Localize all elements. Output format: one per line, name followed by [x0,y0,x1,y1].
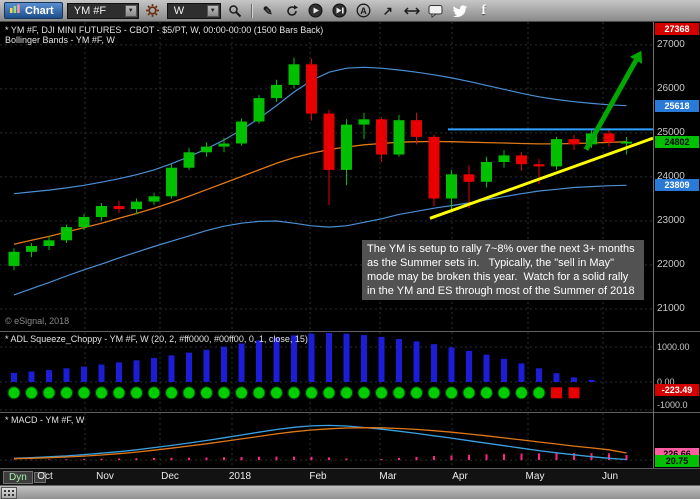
y-axis-tick: 23000 [657,215,685,226]
indicator-value-flag: -223.49 [655,383,699,396]
price-flag: 23809 [655,179,699,192]
month-label: Oct [37,471,53,482]
price-flag: 25618 [655,99,699,112]
double-arrow-button[interactable] [402,2,422,20]
draw-pencil-button[interactable]: ✎ [262,3,273,18]
trendline-arrow-button[interactable]: ↗ [382,3,393,18]
chat-bubble-button[interactable] [426,2,446,20]
y-axis-tick: -1000.0 [657,400,688,410]
month-label: Mar [379,471,397,482]
y-axis-tick: 0.00 [657,377,675,387]
symbol-combo[interactable]: YM #F ▼ [66,2,139,19]
adl-panel-title: * ADL Squeeze_Choppy - YM #F, W (20, 2, … [5,334,308,344]
step-forward-button[interactable] [330,2,350,20]
indicator-value-flag: 226.66 [655,448,699,460]
settings-gear-button[interactable] [143,2,163,20]
chart-text-annotation: The YM is setup to rally 7~8% over the n… [362,240,644,301]
bollinger-title: Bollinger Bands - YM #F, W [5,35,115,45]
dyn-button[interactable]: Dyn [3,471,33,484]
chart-menu-label: Chart [25,4,54,17]
chevron-down-icon[interactable]: ▼ [206,4,219,17]
month-label: May [525,471,545,482]
chart-menu-button[interactable]: Chart [4,2,63,19]
play-button[interactable] [306,2,326,20]
macd-indicator-canvas[interactable] [0,413,653,468]
price-flag: 27368 [655,22,699,35]
month-label: Jun [601,471,619,482]
y-axis-tick: 27000 [657,38,685,50]
timeframe-value: W [173,4,185,17]
panel-divider[interactable] [0,331,700,332]
toolbar-separator [250,3,252,18]
y-axis-tick: 24000 [657,170,685,182]
month-label: Dec [161,471,179,482]
price-flag: 24802 [655,135,699,148]
macd-panel-title: * MACD - YM #F, W [5,415,85,425]
panel-divider[interactable] [0,412,700,413]
axis-mode-box[interactable] [34,472,46,483]
grip-dots-icon [4,490,6,492]
annotate-letter-a-button[interactable]: A [354,2,374,20]
y-axis-tick: 26000 [657,82,685,94]
zoom-button[interactable] [225,2,245,20]
y-axis-tick: 1000.00 [657,342,690,352]
chevron-down-icon[interactable]: ▼ [124,4,137,17]
refresh-rotate-button[interactable] [282,2,302,20]
month-label: Apr [452,471,468,482]
month-label: Feb [309,471,327,482]
horizontal-scrollbar[interactable] [0,485,700,499]
indicator-value-flag: 20.75 [655,454,699,467]
facebook-icon[interactable]: f [481,2,487,18]
scrollbar-left-button[interactable] [1,487,17,499]
twitter-icon[interactable] [450,2,470,20]
symbol-value: YM #F [73,4,107,17]
svg-text:A: A [360,6,367,16]
month-label: 2018 [228,471,252,482]
chart-icon [9,4,21,17]
copyright-label: © eSignal, 2018 [5,316,70,326]
toolbar: Chart YM #F ▼ W ▼ ✎ A ↗ [0,0,700,22]
y-axis-tick: 22000 [657,259,685,270]
timeframe-combo[interactable]: W ▼ [166,2,221,19]
symbol-title: * YM #F, DJI MINI FUTURES - CBOT - $5/PT… [5,25,324,35]
month-label: Nov [96,471,114,482]
adl-indicator-canvas[interactable] [0,332,653,412]
y-axis-tick: 25000 [657,126,685,138]
time-axis: Dyn Oct Nov Dec 2018 Feb Mar Apr May Jun [0,468,700,485]
y-axis-tick: 21000 [657,303,685,314]
price-axis-divider [653,22,654,468]
